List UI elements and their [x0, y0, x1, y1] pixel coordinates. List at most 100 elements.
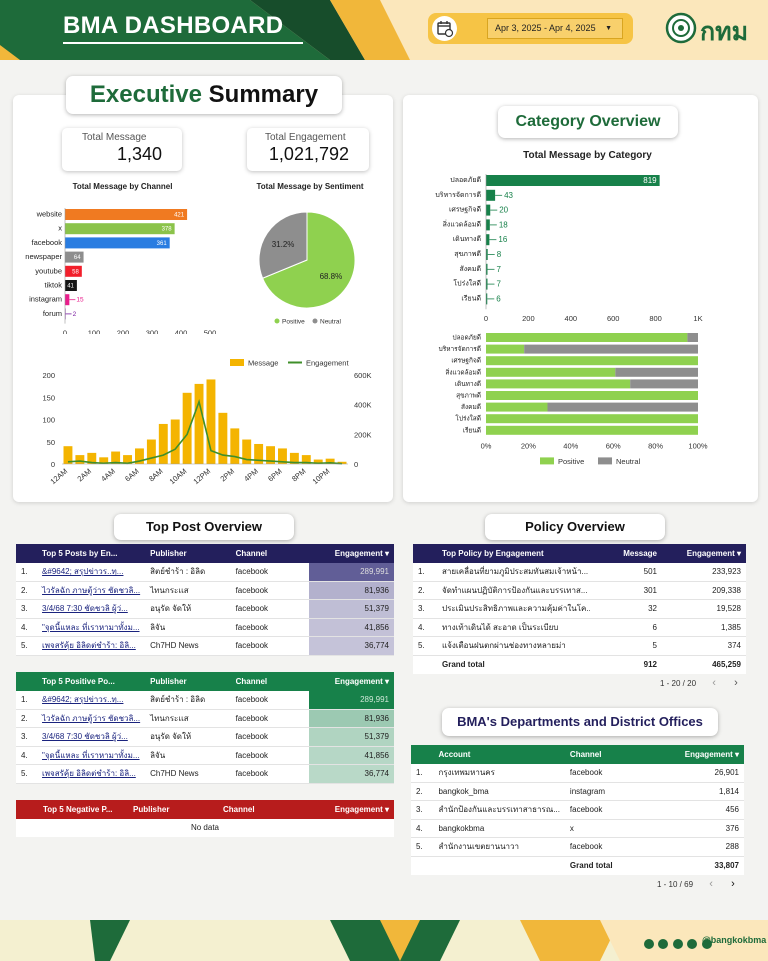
table-row[interactable]: 5. สำนักงานเขตยานนาวา facebook 288 — [411, 837, 744, 857]
policy-column-header[interactable]: Top Policy by Engagement — [442, 548, 544, 558]
table-row[interactable]: 4. bangkokbma x 376 — [411, 819, 744, 838]
instagram-icon[interactable] — [672, 939, 683, 949]
table-row[interactable]: 3. สำนักป้องกันและบรรเทาสาธารณ... facebook… — [411, 800, 744, 820]
publisher: สิตย์ชำร้า : อิลิด — [145, 690, 231, 710]
table-row[interactable]: 5. เพจสรัคุ้ย อิลิดต่ชำร้า: อิลิ... Ch7HD … — [16, 636, 394, 656]
table-row[interactable]: 4. ทางเท้าเดินได้ สะอาด เป็นระเบียบ 6 1,385 — [413, 618, 746, 637]
category-sentiment-x-tick: 100% — [688, 441, 708, 450]
table-row[interactable]: 2. ไวรัลฉัก ภาษตู้ว่าร ชัดชวลิ... ไทนกระเเ… — [16, 709, 394, 728]
category-sentiment-label: โปร่งใสดี — [455, 415, 481, 423]
hourly-message-bar — [111, 451, 121, 464]
post-title[interactable]: เพจสรัคุ้ย อิลิดต่ชำร้า: อิลิ... — [37, 764, 146, 784]
engagement-value: 456 — [650, 800, 744, 820]
message-column-header[interactable]: Message — [623, 548, 657, 558]
channel: facebook — [230, 727, 309, 747]
post-title[interactable]: &#9642; สรุปข่าวร..ทฺ... — [37, 562, 146, 582]
category-bar — [486, 204, 491, 216]
category-label: สิ่งแวดล้อมดี — [443, 219, 481, 228]
post-column-header[interactable]: Top 5 Negative P... — [43, 804, 113, 814]
table-row[interactable]: 1. กรุงเทพมหานคร facebook 26,901 — [411, 763, 744, 783]
post-title[interactable]: "จุดนี้แหละ ที่เราหามาทั้งม... — [37, 746, 146, 765]
channel-column-header[interactable]: Channel — [235, 676, 268, 686]
table-row[interactable]: 1. &#9642; สรุปข่าวร..ทฺ... สิตย์ชำร้า : อ… — [16, 562, 394, 582]
category-bar-value: 8 — [497, 250, 502, 259]
table-row[interactable]: 4. "จุดนี้แหละ ที่เราหามาทั้งม... ลิจัน fac… — [16, 618, 394, 637]
table-row[interactable]: 5. เพจสรัคุ้ย อิลิดต่ชำร้า: อิลิ... Ch7HD … — [16, 764, 394, 784]
post-title[interactable]: ไวรัลฉัก ภาษตู้ว่าร ชัดชวลิ... — [37, 709, 146, 728]
prev-page-icon[interactable]: ‹ — [712, 677, 716, 689]
post-title[interactable]: เพจสรัคุ้ย อิลิดต่ชำร้า: อิลิ... — [37, 636, 146, 656]
category-label: เดินทางดี — [453, 235, 481, 243]
channel-category-label: facebook — [32, 238, 63, 247]
bma-logo-text: กทม — [700, 18, 749, 46]
policy-name: แจ้งเตือนฝนตกผ่านช่องทางหลายม่า — [437, 636, 590, 656]
table-row[interactable]: 5. แจ้งเตือนฝนตกผ่านช่องทางหลายม่า 5 374 — [413, 636, 746, 656]
next-page-icon[interactable]: › — [731, 878, 735, 890]
post-title[interactable]: &#9642; สรุปข่าวร..ทฺ... — [37, 690, 146, 710]
engagement-column-header[interactable]: Engagement ▾ — [334, 804, 389, 814]
engagement-column-header[interactable]: Engagement ▾ — [334, 676, 389, 686]
channel-column-header[interactable]: Channel — [569, 749, 602, 759]
date-range-select[interactable]: Apr 3, 2025 - Apr 4, 2025 ▼ — [487, 18, 623, 39]
channel-bar — [65, 209, 188, 220]
table-row[interactable]: 2. ไวรัลฉัก ภาษตู้ว่าร ชัดชวลิ... ไทนกระเเ… — [16, 581, 394, 600]
grand-total-message: 912 — [643, 660, 657, 669]
publisher: Ch7HD News — [145, 764, 231, 784]
row-index: 1. — [411, 763, 434, 783]
engagement-column-header[interactable]: Engagement ▾ — [684, 749, 739, 759]
engagement-column-header[interactable]: Engagement ▾ — [334, 548, 389, 558]
hourly-right-tick: 400K — [354, 401, 372, 410]
engagement-column-header[interactable]: Engagement ▾ — [686, 548, 741, 558]
post-title[interactable]: ไวรัลฉัก ภาษตู้ว่าร ชัดชวลิ... — [37, 581, 146, 600]
hourly-message-bar — [99, 457, 109, 464]
table-row[interactable]: 2. bangkok_bma instagram 1,814 — [411, 782, 744, 801]
category-x-tick: 1K — [693, 314, 702, 323]
post-title[interactable]: 3/4/68 7:30 ชัดชวลิ ผู้ว่... — [37, 599, 146, 619]
prev-page-icon[interactable]: ‹ — [709, 878, 713, 890]
channel-column-header[interactable]: Channel — [235, 548, 268, 558]
publisher-column-header[interactable]: Publisher — [150, 548, 187, 558]
post-title[interactable]: 3/4/68 7:30 ชัดชวลิ ผู้ว่... — [37, 727, 146, 747]
post-title[interactable]: "จุดนี้แหละ ที่เราหามาทั้งม... — [37, 618, 146, 637]
account-name: กรุงเทพมหานคร — [433, 763, 565, 783]
channel-bar-value: 41 — [67, 284, 74, 290]
engagement-value: 51,379 — [308, 727, 394, 747]
table-row[interactable]: 3. ประเมินประสิทธิภาพและความคุ้มค่าในโค..… — [413, 599, 746, 619]
table-row[interactable]: 4. "จุดนี้แหละ ที่เราหามาทั้งม... ลิจัน fac… — [16, 746, 394, 765]
post-column-header[interactable]: Top 5 Posts by En... — [42, 548, 118, 558]
hourly-engagement-line — [67, 398, 343, 465]
tiktok-icon[interactable] — [701, 939, 712, 949]
category-sentiment-label: สุขภาพดี — [456, 392, 481, 400]
table-row[interactable]: 3. 3/4/68 7:30 ชัดชวลิ ผู้ว่... อนุรัด จัด… — [16, 727, 394, 747]
calendar-icon — [432, 16, 457, 41]
category-sentiment-x-tick: 0% — [481, 441, 492, 450]
executive-title-word1: Executive — [89, 81, 202, 108]
category-sentiment-legend-swatch — [598, 457, 612, 465]
channel: facebook — [230, 581, 309, 600]
post-column-header[interactable]: Top 5 Positive Po... — [42, 676, 115, 686]
sentiment-legend-label: Neutral — [320, 319, 342, 326]
table-row[interactable]: 3. 3/4/68 7:30 ชัดชวลิ ผู้ว่... อนุรัด จัด… — [16, 599, 394, 619]
x-icon[interactable] — [644, 939, 654, 949]
hourly-message-bar — [182, 392, 192, 464]
publisher-column-header[interactable]: Publisher — [150, 676, 187, 686]
publisher-column-header[interactable]: Publisher — [133, 804, 170, 814]
message-value: 301 — [590, 581, 662, 600]
channel-column-header[interactable]: Channel — [223, 804, 255, 814]
row-index-header — [16, 672, 37, 691]
category-sentiment-bar — [486, 402, 548, 412]
category-bar-value: 7 — [496, 280, 501, 289]
table-row[interactable]: 1. สายเคลื่อนที่ยามภูมิประสมทันสมเจ้าหน้า… — [413, 562, 746, 582]
facebook-icon[interactable] — [658, 939, 669, 949]
account-column-header[interactable]: Account — [438, 749, 471, 759]
executive-summary-title: Executive Summary — [66, 76, 342, 114]
dropdown-caret-icon: ▼ — [605, 25, 612, 32]
date-range-control[interactable]: Apr 3, 2025 - Apr 4, 2025 ▼ — [428, 13, 633, 44]
next-page-icon[interactable]: › — [734, 677, 738, 689]
sentiment-legend-swatch — [274, 318, 280, 324]
table-row[interactable]: 2. จัดทำแผนปฏิบัติการป้องกันและบรรเทาส...… — [413, 581, 746, 600]
table-row[interactable]: 1. &#9642; สรุปข่าวร..ทฺ... สิตย์ชำร้า : อ… — [16, 690, 394, 710]
channel-bar-value: 58 — [72, 269, 79, 275]
youtube-icon[interactable] — [687, 939, 698, 949]
hourly-legend-label: Message — [248, 359, 278, 368]
